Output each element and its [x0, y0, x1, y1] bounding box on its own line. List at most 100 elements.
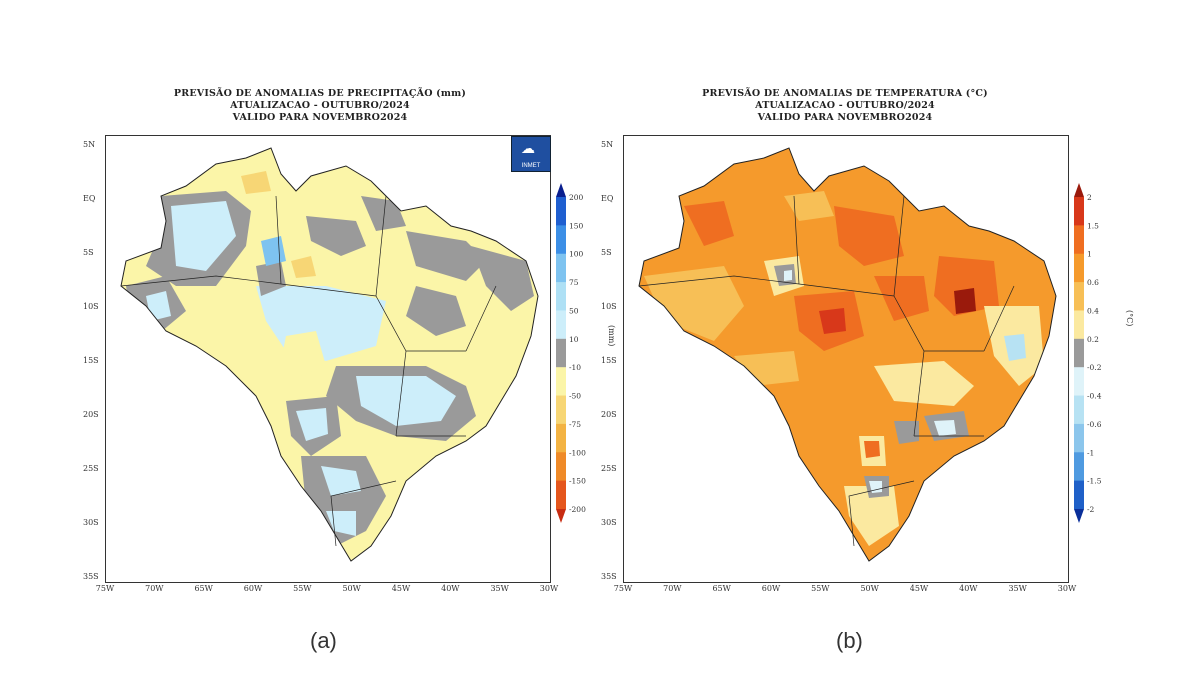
- temp-colorbar-swatch: [1074, 282, 1084, 311]
- precip-colorbar-swatch: [556, 480, 566, 510]
- longitude-label: 30W: [1057, 584, 1077, 593]
- temp-colorbar-arrow-bottom: [1074, 509, 1084, 523]
- temp-colorbar-label: -2: [1087, 505, 1095, 514]
- longitude-label: 55W: [293, 584, 312, 593]
- temp-colorbar-label: 0.6: [1087, 278, 1099, 287]
- precip-colorbar-label: 75: [569, 278, 579, 287]
- precip-colorbar-swatch: [556, 253, 566, 283]
- longitude-label: 45W: [391, 584, 411, 593]
- temp-colorbar-swatch: [1074, 367, 1084, 397]
- temp-unit-label: (°C): [1125, 310, 1134, 327]
- precip-map: [120, 147, 539, 562]
- longitude-label: 40W: [441, 584, 460, 593]
- temp-colorbar-label: 1.5: [1087, 221, 1099, 230]
- precip-colorbar-swatch: [556, 338, 566, 368]
- longitude-label: 45W: [909, 584, 929, 593]
- temp-colorbar-label: -0.6: [1087, 420, 1102, 429]
- temp-colorbar-label: -1: [1087, 448, 1094, 457]
- precip-colorbar-svg: 200 150 100 75 50 10 -10 -50 -75 -100 -150 -200: [556, 183, 586, 523]
- latitude-label: 15S: [601, 356, 617, 365]
- precip-colorbar-swatch: [556, 367, 566, 397]
- longitude-label: 70W: [663, 584, 682, 593]
- longitude-label: 75W: [613, 584, 633, 593]
- precip-colorbar-label: -10: [569, 363, 581, 372]
- temp-colorbar-label: 0.2: [1087, 335, 1099, 344]
- temp-map-frame: [623, 135, 1069, 583]
- precip-map-frame: ☁ INMET: [105, 135, 551, 583]
- precipitation-anomaly-panel: PREVISÃO DE ANOMALIAS DE PRECIPITAÇÃO (m…: [60, 80, 616, 600]
- temp-colorbar-swatch: [1074, 338, 1084, 368]
- longitude-label: 75W: [95, 584, 115, 593]
- precip-colorbar-label: 200: [569, 193, 584, 202]
- temp-colorbar-swatch: [1074, 423, 1084, 453]
- precip-colorbar-label: -100: [569, 448, 586, 457]
- latitude-label: 35S: [601, 572, 617, 581]
- precip-colorbar: 200 150 100 75 50 10 -10 -50 -75 -100 -150 -200: [552, 183, 600, 523]
- temp-colorbar-label: -1.5: [1087, 477, 1102, 486]
- latitude-label: 20S: [83, 410, 99, 419]
- temp-colorbar-label: 1: [1087, 250, 1092, 259]
- latitude-label: 5S: [83, 248, 94, 257]
- precip-colorbar-label: 150: [569, 221, 584, 230]
- temperature-anomaly-panel: PREVISÃO DE ANOMALIAS DE TEMPERATURA (°C…: [585, 80, 1134, 600]
- cloud-sun-icon: ☁: [521, 141, 535, 157]
- temp-title-line2: ATUALIZACAO - OUTUBRO/2024: [755, 100, 935, 111]
- latitude-label: 5N: [601, 140, 614, 149]
- precip-colorbar-label: 100: [569, 250, 584, 259]
- caption-a: (a): [310, 628, 337, 653]
- latitude-label: 5S: [601, 248, 612, 257]
- latitude-label: 30S: [83, 518, 99, 527]
- longitude-label: 70W: [145, 584, 164, 593]
- precip-colorbar-label: -50: [569, 392, 581, 401]
- precip-title-line3: VALIDO PARA NOVEMBRO2024: [232, 112, 408, 123]
- latitude-label: 25S: [83, 464, 99, 473]
- longitude-label: 35W: [1008, 584, 1027, 593]
- precip-colorbar-swatch: [556, 395, 566, 425]
- longitude-label: 40W: [959, 584, 978, 593]
- longitude-label: 60W: [761, 584, 781, 593]
- inmet-logo: ☁ INMET: [511, 136, 551, 172]
- longitude-label: 30W: [539, 584, 559, 593]
- precip-colorbar-label: 10: [569, 335, 579, 344]
- temp-colorbar-label: 0.4: [1087, 306, 1099, 315]
- latitude-label: EQ: [83, 194, 96, 203]
- longitude-label: 60W: [243, 584, 263, 593]
- precip-colorbar-swatch: [556, 452, 566, 482]
- precip-colorbar-label: -200: [569, 505, 586, 514]
- temp-colorbar-swatch: [1074, 480, 1084, 510]
- latitude-label: EQ: [601, 194, 614, 203]
- latitude-label: 15S: [83, 356, 99, 365]
- longitude-label: 35W: [490, 584, 509, 593]
- longitude-label: 65W: [712, 584, 731, 593]
- longitude-label: 55W: [811, 584, 830, 593]
- longitude-label: 65W: [194, 584, 213, 593]
- precip-title-line1: PREVISÃO DE ANOMALIAS DE PRECIPITAÇÃO (m…: [173, 88, 467, 99]
- precip-colorbar-swatch: [556, 225, 566, 255]
- latitude-label: 30S: [601, 518, 617, 527]
- temp-colorbar-swatch: [1074, 395, 1084, 425]
- latitude-label: 35S: [83, 572, 99, 581]
- temp-colorbar-swatch: [1074, 452, 1084, 482]
- temp-colorbar-arrow-top: [1074, 183, 1084, 197]
- precip-colorbar-arrow-bottom: [556, 509, 566, 523]
- temp-colorbar-swatch: [1074, 197, 1084, 226]
- precip-colorbar-swatch: [556, 423, 566, 453]
- caption-b: (b): [836, 628, 863, 653]
- precip-colorbar-swatch: [556, 197, 566, 226]
- latitude-label: 25S: [601, 464, 617, 473]
- latitude-label: 10S: [601, 302, 617, 311]
- precip-colorbar-label: -75: [569, 420, 581, 429]
- temp-colorbar-label: 2: [1087, 193, 1092, 202]
- precip-title-line2: ATUALIZACAO - OUTUBRO/2024: [230, 100, 410, 111]
- precip-colorbar-swatch: [556, 282, 566, 311]
- temp-colorbar-label: -0.2: [1087, 363, 1102, 372]
- temp-map: [638, 147, 1057, 562]
- latitude-label: 5N: [83, 140, 96, 149]
- temp-colorbar-swatch: [1074, 253, 1084, 283]
- precip-colorbar-swatch: [556, 310, 566, 340]
- temp-colorbar-swatch: [1074, 310, 1084, 340]
- temp-colorbar-svg: 2 1.5 1 0.6 0.4 0.2 -0.2 -0.4 -0.6 -1 -1.5 -2: [1074, 183, 1102, 523]
- inmet-logo-text: INMET: [521, 163, 541, 169]
- precip-colorbar-arrow-top: [556, 183, 566, 197]
- precip-colorbar-label: -150: [569, 477, 586, 486]
